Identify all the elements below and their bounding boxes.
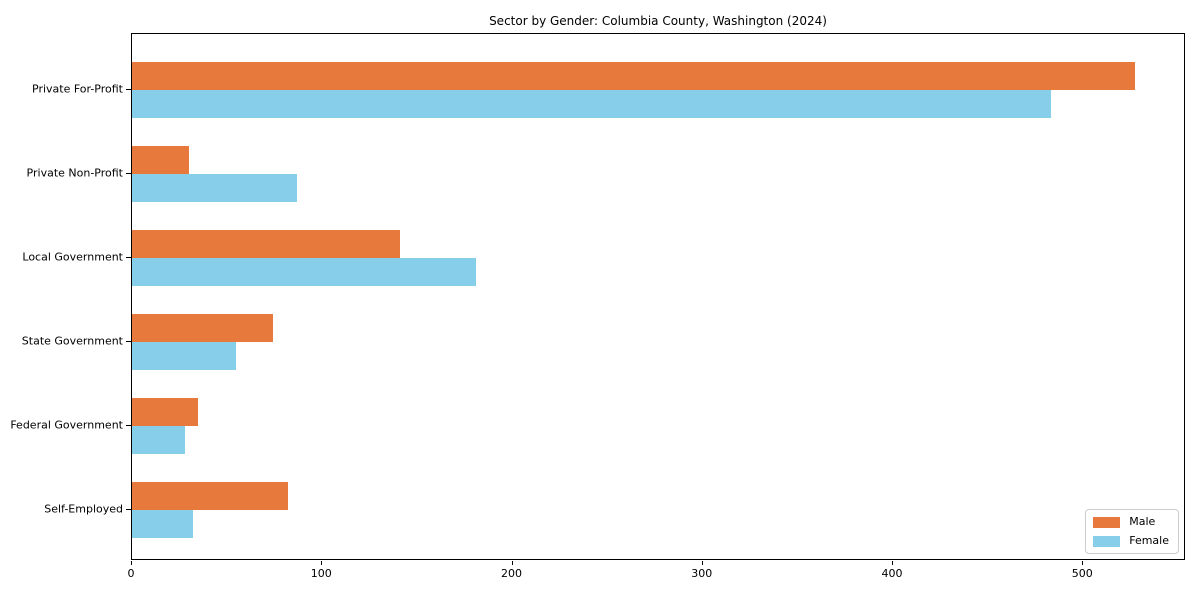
y-tick-label-state-government: State Government [21,334,123,348]
y-tick-label-federal-government: Federal Government [10,418,123,432]
legend: Male Female [1085,509,1179,554]
bar-male-private-for-profit [132,62,1135,90]
y-tick-mark [126,173,131,174]
x-tick-mark [701,561,703,565]
bar-male-federal-government [132,398,199,426]
legend-swatch-male-icon [1093,516,1121,528]
x-tick-mark [1082,561,1084,565]
plot-area: Male Female [131,33,1185,560]
y-tick-mark [126,341,131,342]
bar-male-state-government [132,314,273,342]
y-tick-label-private-for-profit: Private For-Profit [32,82,123,96]
x-tick-mark [321,561,323,565]
x-tick-label-500: 500 [1071,567,1093,580]
bar-male-local-government [132,230,400,258]
x-tick-label-100: 100 [310,567,332,580]
bar-female-private-for-profit [132,90,1052,118]
x-tick-mark [131,561,132,565]
y-tick-mark [126,509,131,510]
bar-female-federal-government [132,426,186,454]
bar-male-self-employed [132,482,288,510]
bar-female-self-employed [132,510,193,538]
x-tick-label-400: 400 [881,567,903,580]
y-tick-mark [126,89,131,90]
x-tick-mark [511,561,513,565]
y-tick-mark [126,425,131,426]
y-tick-mark [126,257,131,258]
bar-male-private-non-profit [132,146,189,174]
y-tick-label-private-non-profit: Private Non-Profit [26,166,123,180]
chart-title: Sector by Gender: Columbia County, Washi… [489,14,827,28]
x-tick-mark [892,561,893,565]
bar-female-local-government [132,258,476,286]
legend-label-female: Female [1129,534,1169,547]
legend-swatch-female-icon [1093,535,1121,547]
legend-label-male: Male [1129,515,1156,528]
bar-female-private-non-profit [132,174,298,202]
x-tick-label-300: 300 [691,567,713,580]
y-tick-label-local-government: Local Government [22,250,123,264]
y-tick-label-self-employed: Self-Employed [44,502,123,516]
x-tick-label-0: 0 [127,567,135,580]
legend-item-female: Female [1093,535,1169,547]
bar-female-state-government [132,342,237,370]
legend-item-male: Male [1093,516,1169,528]
x-tick-label-200: 200 [501,567,522,580]
